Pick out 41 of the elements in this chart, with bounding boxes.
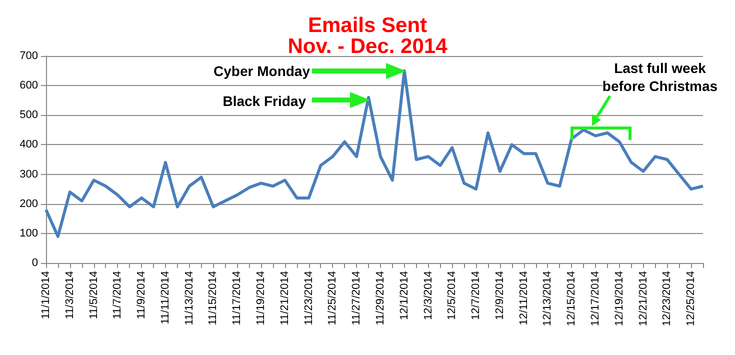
x-tick-label: 11/27/2014 (350, 271, 363, 326)
x-tick-label: 12/25/2014 (685, 271, 698, 326)
x-tick-label: 12/21/2014 (637, 271, 650, 326)
y-tick-label: 200 (20, 198, 38, 210)
y-tick-label: 400 (20, 138, 38, 151)
x-tick-label: 12/13/2014 (542, 271, 554, 326)
y-tick-label: 700 (20, 50, 38, 62)
x-tick-label: 11/11/2014 (159, 271, 172, 324)
x-tick-label: 12/3/2014 (422, 271, 434, 320)
annotation: Last full week before Christmas (602, 60, 718, 94)
x-tick-label: 12/5/2014 (446, 271, 458, 320)
x-tick-label: 11/29/2014 (374, 271, 386, 326)
annotation: Cyber Monday (214, 63, 310, 79)
x-tick-label: 11/15/2014 (207, 271, 220, 326)
x-tick-label: 11/1/2014 (40, 271, 52, 320)
chart-subtitle: Nov. - Dec. 2014 (288, 35, 448, 58)
x-tick-label: 12/19/2014 (613, 271, 626, 326)
annotation: Black Friday (222, 93, 306, 109)
x-tick-label: 11/23/2014 (302, 271, 315, 326)
y-tick-label: 100 (20, 227, 38, 240)
x-tick-label: 12/23/2014 (661, 271, 674, 326)
y-tick-label: 500 (20, 109, 38, 122)
x-tick-label: 11/21/2014 (278, 271, 291, 326)
x-tick-label: 12/11/2014 (518, 271, 530, 326)
x-tick-label: 12/7/2014 (470, 271, 482, 320)
x-tick-label: 11/13/2014 (183, 271, 196, 326)
x-tick-label: 11/7/2014 (112, 271, 124, 320)
y-tick-label: 0 (32, 257, 38, 269)
x-tick-label: 11/19/2014 (255, 271, 268, 326)
x-tick-label: 12/9/2014 (494, 271, 506, 320)
y-tick-label: 600 (20, 80, 38, 92)
chart-title: Emails Sent (308, 14, 428, 37)
x-tick-label: 12/15/2014 (566, 271, 578, 326)
x-tick-label: 11/25/2014 (326, 271, 339, 326)
x-tick-label: 11/9/2014 (136, 271, 148, 320)
x-tick-label: 11/3/2014 (64, 271, 76, 320)
x-tick-label: 12/1/2014 (398, 271, 410, 320)
x-tick-label: 12/17/2014 (589, 271, 602, 326)
y-tick-label: 300 (20, 168, 38, 180)
x-tick-label: 11/5/2014 (88, 271, 100, 320)
x-tick-label: 11/17/2014 (231, 271, 244, 326)
